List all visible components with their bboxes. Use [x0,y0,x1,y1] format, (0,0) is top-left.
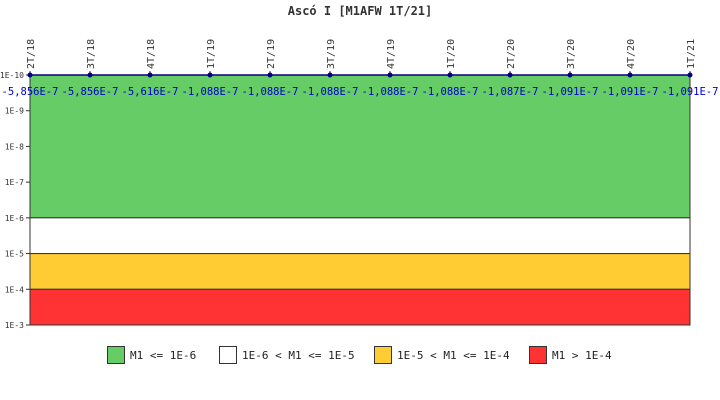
legend-swatch [219,346,237,364]
data-label: -1,088E-7 [302,86,359,98]
data-label: -1,087E-7 [482,86,539,98]
data-label: -1,091E-7 [662,86,719,98]
legend-swatch [529,346,547,364]
x-tick-label: 3T/19 [326,39,337,69]
legend-swatch [374,346,392,364]
legend-label: 1E-5 < M1 <= 1E-4 [397,348,510,362]
data-label: -5,856E-7 [62,86,119,98]
x-tick-label: 2T/19 [266,39,277,69]
data-label: -1,091E-7 [542,86,599,98]
data-label: -1,088E-7 [422,86,479,98]
x-tick-label: 4T/19 [386,39,397,69]
band-rect [29,288,691,326]
y-tick-label: 1E-5 [5,250,24,259]
x-tick-label: 1T/20 [446,39,457,69]
x-tick-label: 2T/18 [26,39,37,69]
x-tick-label: 1T/19 [206,39,217,69]
series-point [387,72,393,78]
legend-item: M1 <= 1E-6 [107,344,196,366]
x-tick-label: 4T/20 [626,39,637,69]
series-point [267,72,273,78]
y-tick-label: 1E-6 [5,214,24,223]
y-tick-label: 1E-3 [5,321,24,330]
legend-item: 1E-5 < M1 <= 1E-4 [374,344,510,366]
y-tick-label: 1E-4 [5,285,24,294]
band-rect [29,217,691,255]
x-tick-label: 2T/20 [506,39,517,69]
data-label: -5,856E-7 [2,86,59,98]
series-point [627,72,633,78]
y-tick-label: 1E-10 [0,71,24,80]
series-point [27,72,33,78]
legend-item: M1 > 1E-4 [529,344,612,366]
x-tick-label: 3T/18 [86,39,97,69]
data-label: -5,616E-7 [122,86,179,98]
band-rect [29,253,691,290]
x-tick-label: 1T/21 [686,39,697,69]
series-point [447,72,453,78]
data-label: -1,088E-7 [182,86,239,98]
series-point [207,72,213,78]
y-tick-label: 1E-9 [5,107,24,116]
legend-item: 1E-6 < M1 <= 1E-5 [219,344,355,366]
band-rect [29,74,691,219]
y-tick-label: 1E-7 [5,178,24,187]
series-point [507,72,513,78]
x-tick-label: 3T/20 [566,39,577,69]
series-point [87,72,93,78]
x-tick-label: 4T/18 [146,39,157,69]
series-point [687,72,693,78]
series-point [567,72,573,78]
legend-swatch [107,346,125,364]
y-tick-label: 1E-8 [5,142,24,151]
series-point [147,72,153,78]
chart-title: Ascó I [M1AFW 1T/21] [287,4,433,18]
data-label: -1,088E-7 [362,86,419,98]
data-label: -1,091E-7 [602,86,659,98]
series-point [327,72,333,78]
legend: M1 <= 1E-6 1E-6 < M1 <= 1E-5 1E-5 < M1 <… [0,344,720,368]
legend-label: 1E-6 < M1 <= 1E-5 [242,348,355,362]
legend-label: M1 <= 1E-6 [130,348,197,362]
legend-label: M1 > 1E-4 [552,348,612,362]
data-label: -1,088E-7 [242,86,299,98]
